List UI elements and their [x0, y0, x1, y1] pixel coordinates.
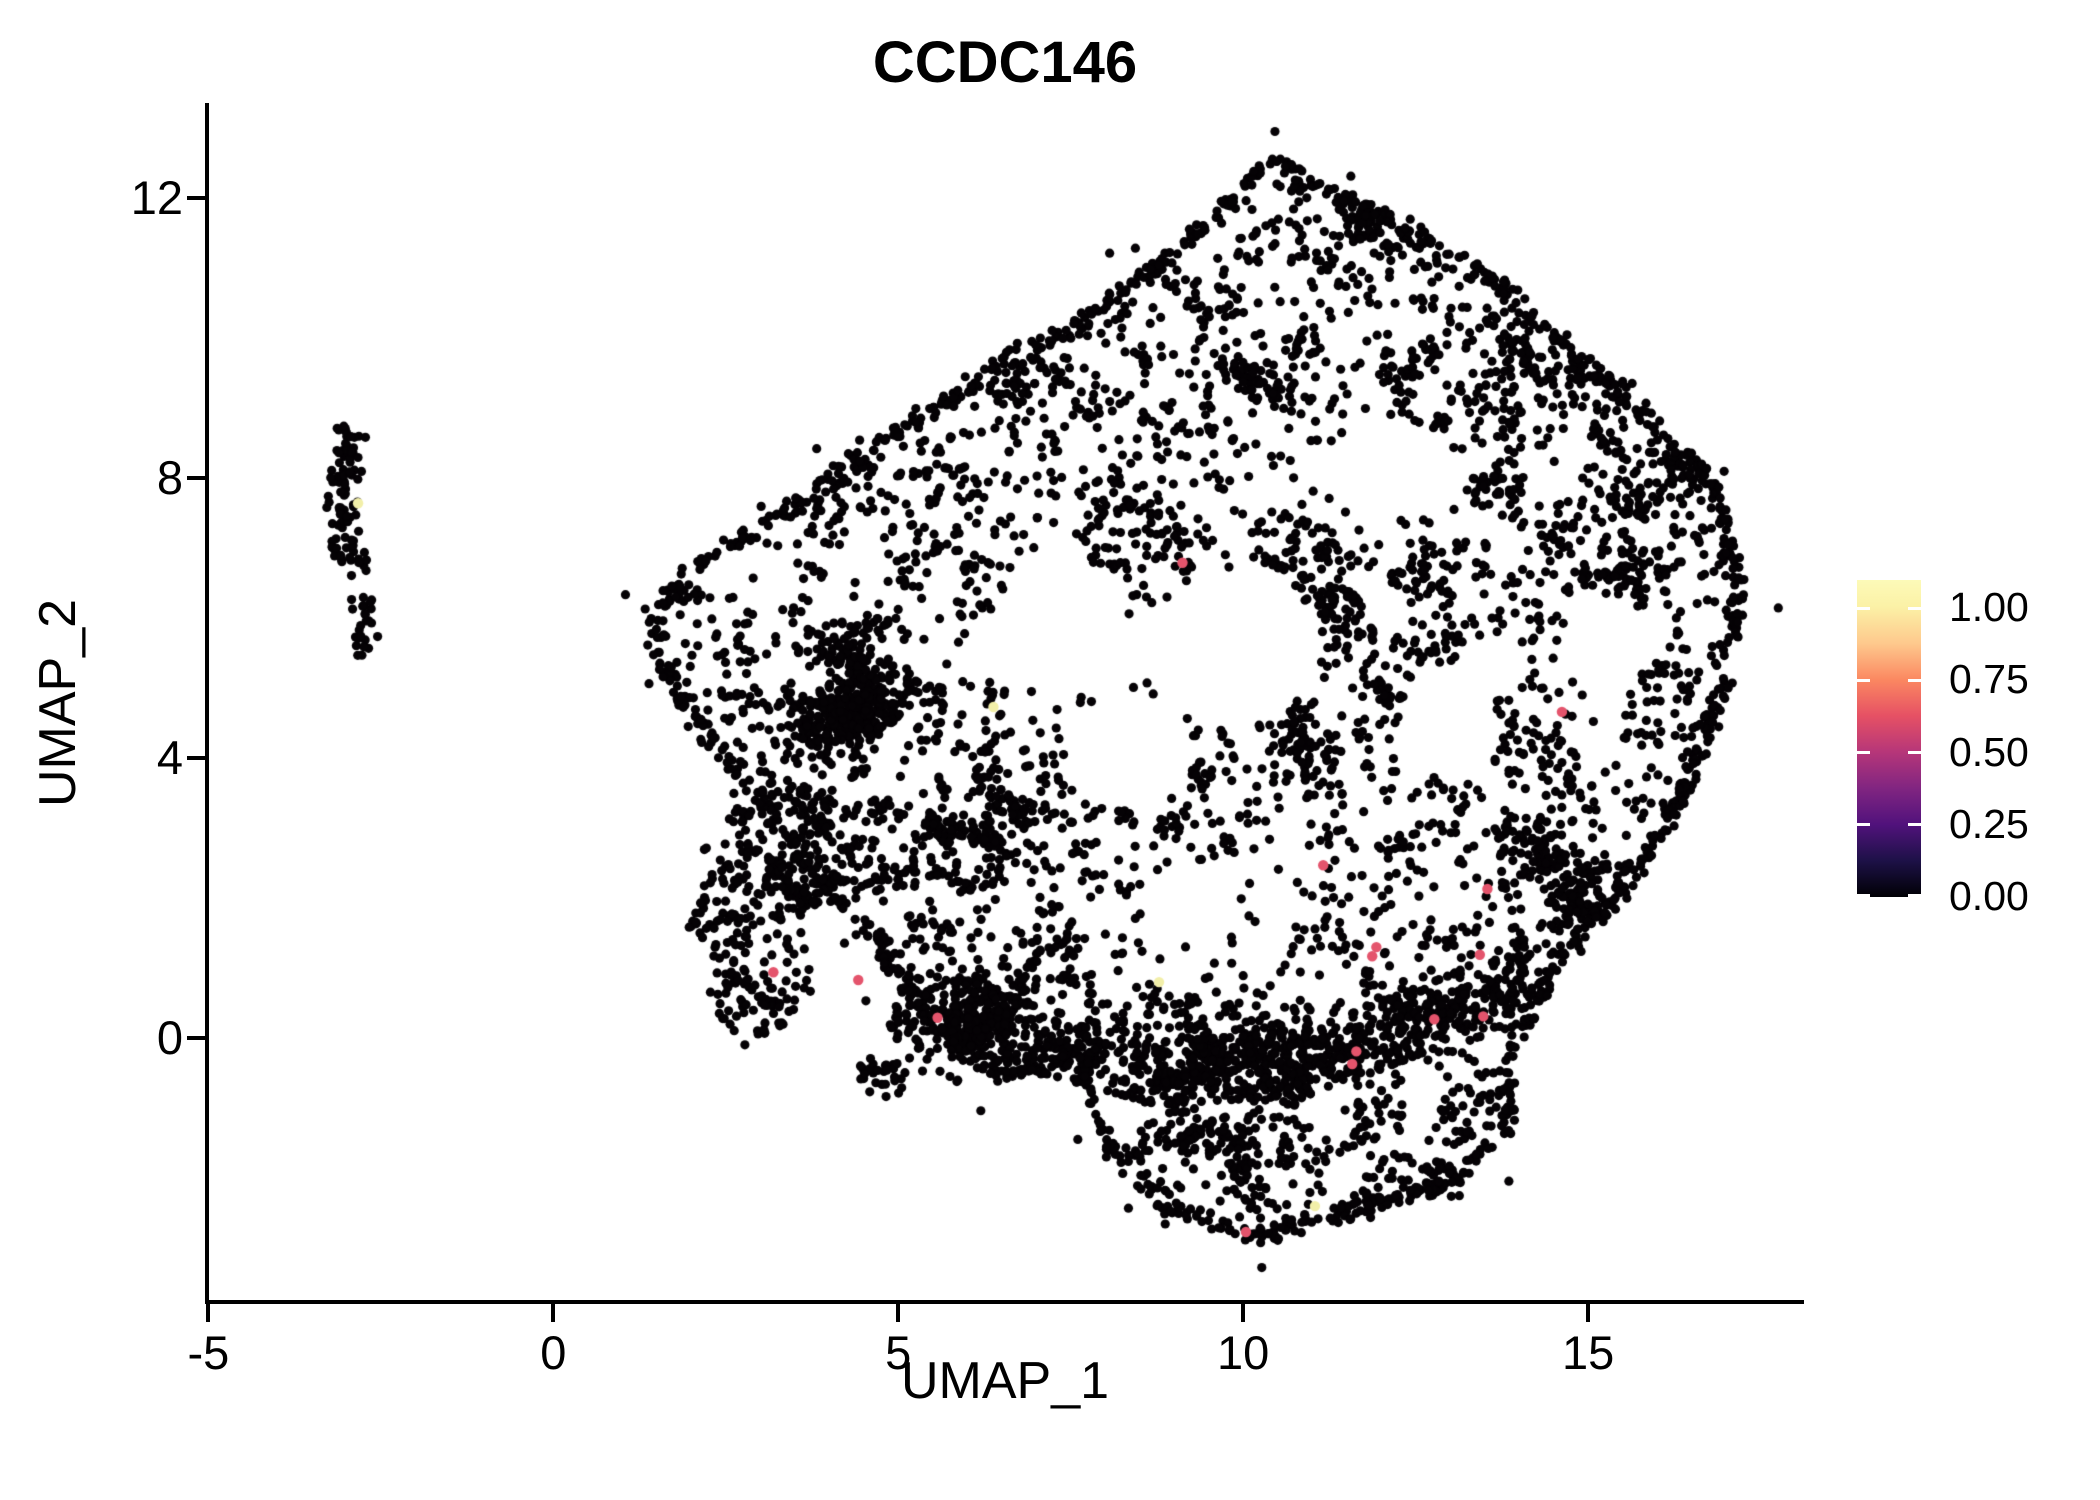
- legend-tick-mark: [1857, 678, 1870, 682]
- legend-tick-mark: [1857, 751, 1870, 754]
- legend-label: 0.00: [1949, 873, 2029, 919]
- y-tick-mark: [187, 476, 205, 481]
- legend-tick-mark: [1908, 678, 1921, 682]
- y-tick-label: 12: [130, 171, 183, 225]
- y-axis-label: UMAP_2: [29, 598, 87, 808]
- legend-tick-mark: [1857, 606, 1870, 610]
- x-axis-line: [205, 1300, 1804, 1304]
- x-axis-label: UMAP_1: [900, 1352, 1110, 1410]
- y-tick-label: 0: [156, 1011, 183, 1065]
- legend-label: 0.50: [1949, 728, 2029, 775]
- y-tick-mark: [187, 1036, 205, 1041]
- y-tick-mark: [187, 756, 205, 761]
- x-tick-label: 5: [885, 1326, 912, 1379]
- chart-title: CCDC146: [872, 30, 1138, 95]
- x-tick-mark: [206, 1304, 211, 1322]
- y-tick-label: 4: [156, 731, 183, 785]
- legend-colorbar: [1857, 580, 1921, 897]
- legend-tick-mark: [1908, 894, 1921, 897]
- legend-tick-mark: [1908, 751, 1921, 754]
- x-tick-mark: [551, 1304, 556, 1322]
- x-tick-label: 15: [1561, 1326, 1615, 1379]
- legend-label: 1.00: [1949, 584, 2029, 630]
- x-tick-label: 10: [1217, 1326, 1270, 1379]
- y-tick-label: 8: [156, 451, 183, 505]
- x-tick-mark: [896, 1304, 901, 1322]
- legend-tick-mark: [1857, 823, 1870, 827]
- legend-tick-mark: [1857, 894, 1870, 897]
- x-tick-label: -5: [187, 1326, 230, 1379]
- y-tick-mark: [187, 196, 205, 201]
- legend-tick-mark: [1908, 823, 1921, 827]
- y-axis-line: [205, 103, 209, 1304]
- legend-label: 0.75: [1949, 656, 2029, 703]
- x-tick-mark: [1241, 1304, 1246, 1322]
- legend-label: 0.25: [1949, 800, 2029, 847]
- x-tick-mark: [1586, 1304, 1591, 1322]
- legend-tick-mark: [1908, 606, 1921, 610]
- x-tick-label: 0: [540, 1326, 567, 1379]
